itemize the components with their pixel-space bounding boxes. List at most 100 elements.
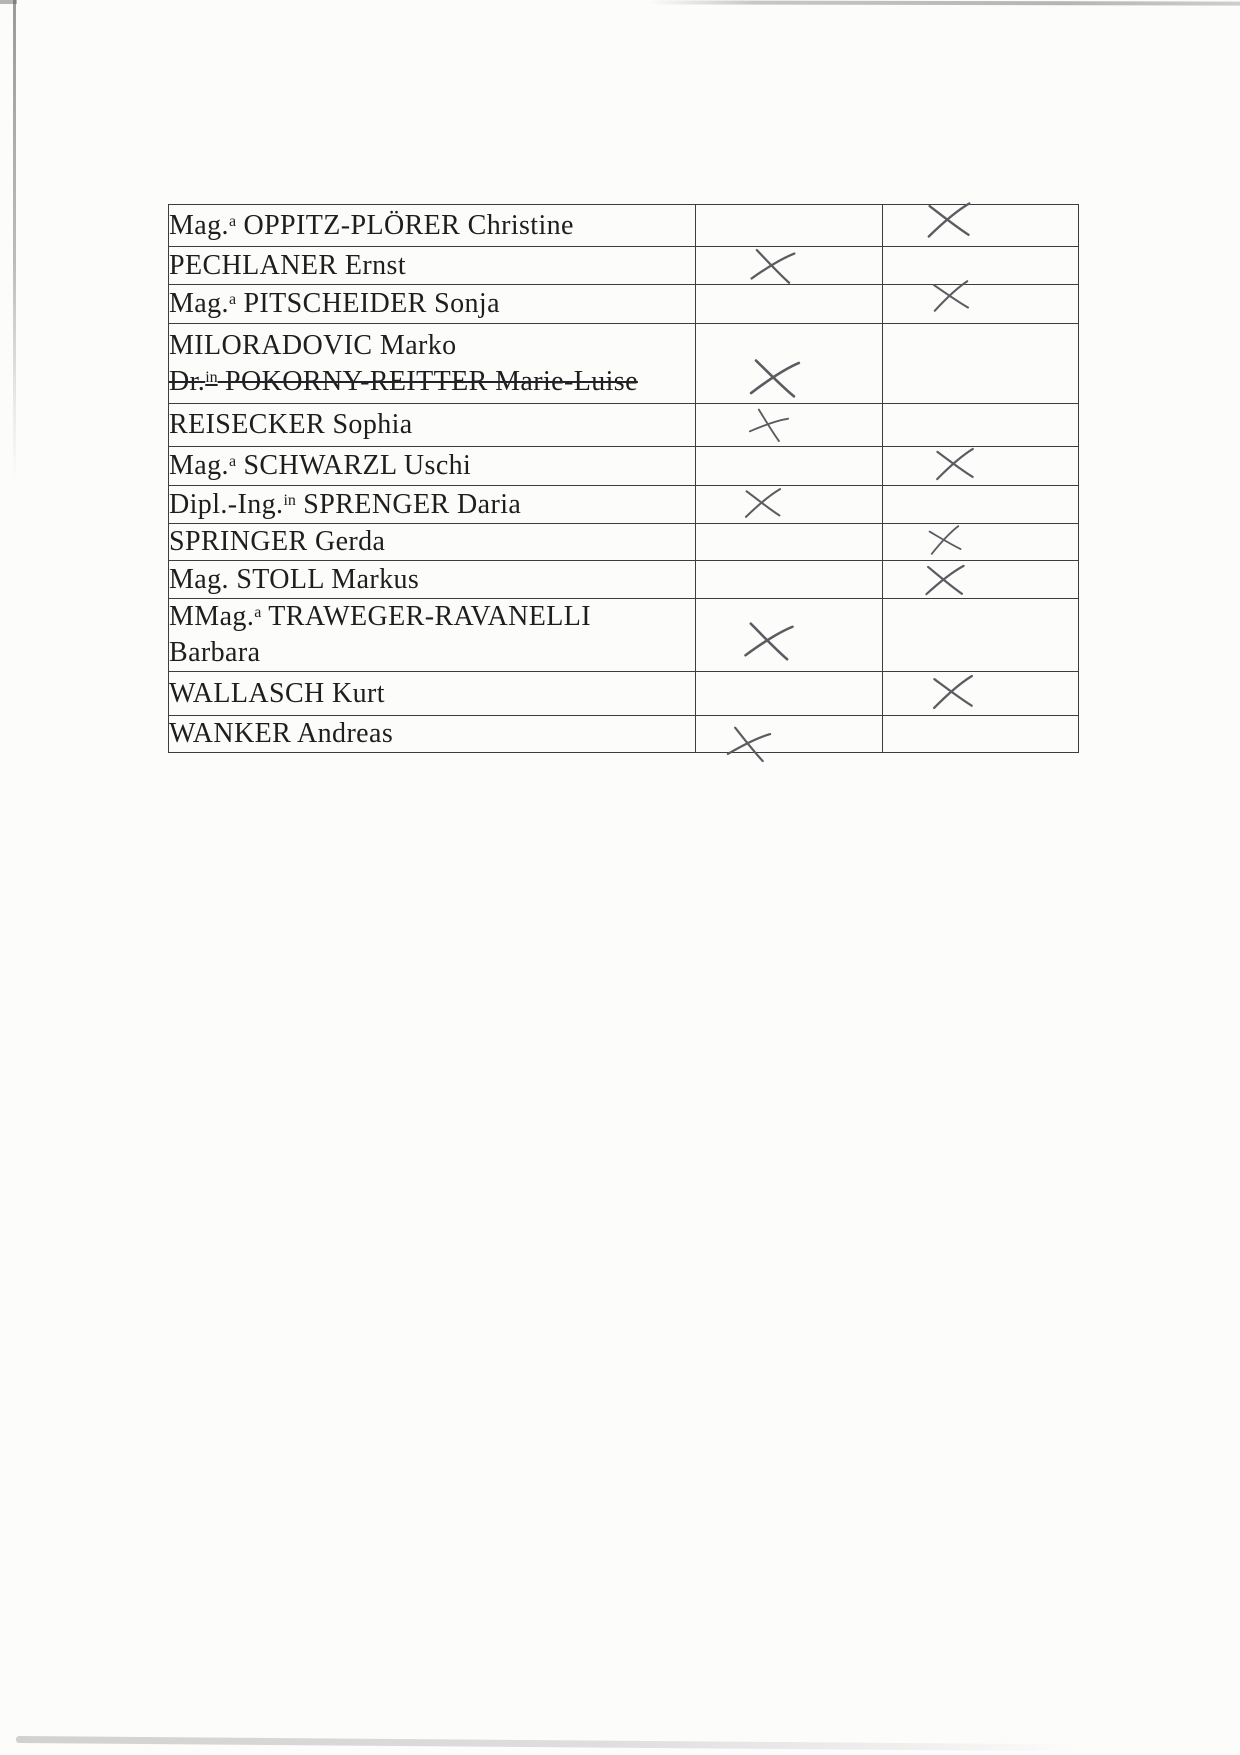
name-text: Mag. xyxy=(169,450,229,481)
person-name-cell: REISECKER Sophia xyxy=(168,403,696,447)
name-text: SCHWARZL Uschi xyxy=(236,450,472,481)
handwritten-x-mark xyxy=(750,248,796,284)
mark-cell-right xyxy=(882,201,1079,247)
table-row: Mag. STOLL Markus xyxy=(168,560,1079,599)
mark-cell-middle xyxy=(695,323,883,404)
person-name: WANKER Andreas xyxy=(169,716,695,752)
person-name-strikethrough: Dr.in POKORNY-REITTER Marie-Luise xyxy=(169,364,695,400)
person-name-cell: Mag. STOLL Markus xyxy=(168,560,696,599)
handwritten-x-mark xyxy=(928,525,961,555)
handwritten-x-mark xyxy=(744,487,782,518)
person-name: MMag.a TRAWEGER-RAVANELLI xyxy=(169,599,695,635)
table-row: Mag.a SCHWARZL Uschi xyxy=(168,446,1079,486)
handwritten-x-mark xyxy=(935,447,974,481)
title-superscript: a xyxy=(228,291,237,308)
name-text: WANKER Andreas xyxy=(169,718,394,749)
person-name-cell: PECHLANER Ernst xyxy=(168,246,696,285)
person-name: Mag.a PITSCHEIDER Sonja xyxy=(169,286,695,322)
mark-cell-middle xyxy=(695,560,883,599)
mark-cell-right xyxy=(882,598,1079,672)
table-row: REISECKER Sophia xyxy=(168,403,1079,447)
roster-table-body: Mag.a OPPITZ-PLÖRER Christine PECHLANER E… xyxy=(168,201,1079,763)
table-row: MMag.a TRAWEGER-RAVANELLI Barbara xyxy=(168,598,1079,672)
title-superscript: a xyxy=(254,604,262,621)
mark-cell-right xyxy=(882,485,1079,524)
mark-cell-middle xyxy=(695,598,883,672)
table-row: Mag.a OPPITZ-PLÖRER Christine xyxy=(168,201,1079,247)
scan-artifact-left-line xyxy=(13,0,16,482)
mark-cell-middle xyxy=(695,715,883,763)
handwritten-x-mark xyxy=(932,674,973,709)
mark-cell-right xyxy=(882,323,1079,404)
table-row: SPRINGER Gerda xyxy=(168,523,1079,561)
name-text: Barbara xyxy=(169,637,261,668)
name-text: POKORNY-REITTER Marie-Luise xyxy=(217,365,638,397)
person-name-cell: MMag.a TRAWEGER-RAVANELLI Barbara xyxy=(168,598,696,672)
scan-artifact-bottom-band xyxy=(15,1736,1081,1752)
person-name-cell: Mag.a OPPITZ-PLÖRER Christine xyxy=(168,204,696,247)
name-text: OPPITZ-PLÖRER Christine xyxy=(236,209,574,241)
person-name-cell: WALLASCH Kurt xyxy=(168,671,696,716)
title-superscript: in xyxy=(205,368,218,386)
person-name: Barbara xyxy=(169,635,695,671)
person-name-cell: SPRINGER Gerda xyxy=(168,523,696,561)
table-row: WALLASCH Kurt xyxy=(168,671,1079,716)
roster-table: Mag.a OPPITZ-PLÖRER Christine PECHLANER E… xyxy=(168,201,1079,763)
name-text: SPRINGER Gerda xyxy=(169,526,386,557)
mark-cell-middle xyxy=(695,284,883,324)
name-text: Mag. STOLL Markus xyxy=(169,563,420,595)
table-row: MILORADOVIC Marko Dr.in POKORNY-REITTER M… xyxy=(168,323,1079,404)
person-name: Mag.a SCHWARZL Uschi xyxy=(169,448,695,484)
person-name: PECHLANER Ernst xyxy=(169,248,695,284)
mark-cell-middle xyxy=(695,485,883,524)
mark-cell-right xyxy=(882,560,1079,599)
name-text: Mag. xyxy=(169,288,229,319)
mark-cell-right xyxy=(882,671,1079,716)
name-text: PITSCHEIDER Sonja xyxy=(236,288,500,319)
handwritten-x-mark xyxy=(927,201,970,238)
table-row: PECHLANER Ernst xyxy=(168,246,1079,285)
mark-cell-middle xyxy=(695,446,883,486)
name-text: MMag. xyxy=(169,601,255,632)
person-name: Mag.a OPPITZ-PLÖRER Christine xyxy=(169,208,695,244)
table-row: Dipl.-Ing.in SPRENGER Daria xyxy=(168,485,1079,524)
person-name-cell: MILORADOVIC Marko Dr.in POKORNY-REITTER M… xyxy=(168,323,696,404)
person-name: WALLASCH Kurt xyxy=(169,676,695,712)
name-text: MILORADOVIC Marko xyxy=(169,329,457,361)
mark-cell-middle xyxy=(695,403,883,447)
mark-cell-right xyxy=(882,280,1079,324)
name-text: REISECKER Sophia xyxy=(169,409,413,440)
table-row: WANKER Andreas xyxy=(168,715,1079,763)
handwritten-x-mark xyxy=(932,280,969,312)
handwritten-x-mark xyxy=(924,564,965,595)
person-name-cell: Mag.a SCHWARZL Uschi xyxy=(168,446,696,486)
mark-cell-right xyxy=(882,403,1079,447)
name-text: WALLASCH Kurt xyxy=(169,677,385,709)
person-name-cell: Dipl.-Ing.in SPRENGER Daria xyxy=(168,485,696,524)
handwritten-x-mark xyxy=(726,726,772,763)
mark-cell-middle xyxy=(695,204,883,247)
name-text: TRAWEGER-RAVANELLI xyxy=(261,601,592,632)
handwritten-x-mark xyxy=(744,622,794,661)
person-name-cell: Mag.a PITSCHEIDER Sonja xyxy=(168,284,696,324)
name-text: SPRENGER Daria xyxy=(295,488,522,520)
person-name: SPRINGER Gerda xyxy=(169,524,695,560)
name-text: Dr. xyxy=(169,365,206,397)
title-superscript: a xyxy=(228,212,237,230)
mark-cell-right xyxy=(882,715,1079,753)
person-name: MILORADOVIC Marko xyxy=(169,328,695,364)
mark-cell-middle xyxy=(695,523,883,561)
handwritten-x-mark xyxy=(748,408,790,442)
scan-artifact-corner xyxy=(0,0,17,4)
mark-cell-right xyxy=(882,446,1079,486)
name-text: PECHLANER Ernst xyxy=(169,249,406,281)
mark-cell-middle xyxy=(695,671,883,716)
mark-cell-right xyxy=(882,246,1079,285)
title-superscript: a xyxy=(228,453,237,470)
name-text: Mag. xyxy=(169,209,229,241)
mark-cell-right xyxy=(882,523,1079,561)
person-name: REISECKER Sophia xyxy=(169,407,695,443)
title-superscript: in xyxy=(283,491,296,509)
person-name: Mag. STOLL Markus xyxy=(169,562,695,598)
